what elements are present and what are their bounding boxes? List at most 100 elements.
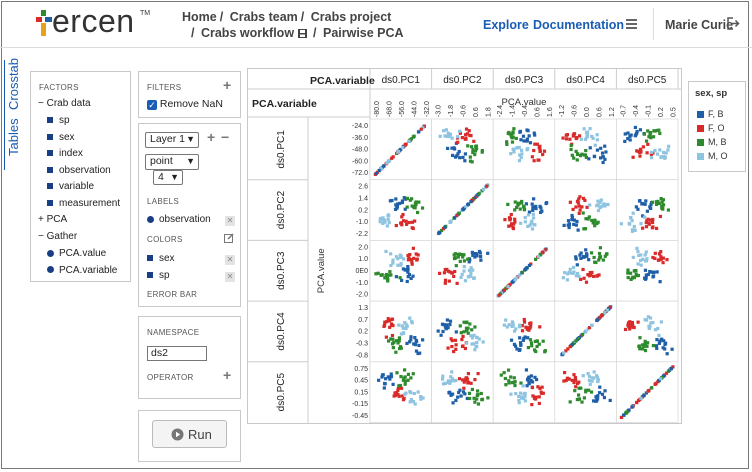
data-point	[651, 343, 656, 348]
data-point	[597, 251, 602, 256]
crumb-workflow[interactable]: Crabs workflow	[200, 26, 295, 40]
factor-item[interactable]: index	[47, 148, 83, 159]
data-point	[659, 255, 663, 259]
data-point	[654, 226, 659, 231]
crumb-step[interactable]: Pairwise PCA	[322, 26, 404, 40]
factor-item[interactable]: sp	[47, 115, 70, 126]
data-point	[385, 272, 389, 277]
factor-item[interactable]: observation	[47, 165, 111, 176]
data-point	[577, 204, 581, 208]
y-tick-label: 1.4	[358, 196, 368, 203]
explore-link[interactable]: Explore	[483, 18, 529, 32]
crumb-home[interactable]: Home	[182, 10, 217, 24]
remove-color-sp-icon[interactable]: ✕	[225, 272, 235, 282]
x-tick-label: 0.6	[535, 107, 542, 117]
col-header-label: ds0.PC5	[628, 75, 667, 86]
data-point	[448, 322, 452, 327]
data-point	[639, 222, 643, 226]
data-point	[536, 385, 540, 389]
data-point	[667, 144, 671, 148]
remove-layer-icon[interactable]: −	[221, 129, 230, 145]
data-point	[448, 220, 452, 224]
factor-item[interactable]: PCA.variable	[47, 265, 117, 276]
edit-colors-icon[interactable]	[224, 233, 234, 243]
data-point	[538, 204, 542, 209]
namespace-input[interactable]: ds2	[147, 346, 207, 361]
data-point	[530, 403, 534, 407]
data-point	[413, 402, 417, 406]
data-point	[520, 329, 525, 333]
data-point	[649, 203, 653, 207]
factor-group[interactable]: + PCA	[38, 214, 67, 225]
crumb-project[interactable]: Crabs project	[310, 10, 392, 24]
data-point	[510, 140, 515, 144]
menu-icon[interactable]	[626, 19, 637, 31]
y-tick-label: -36.0	[352, 135, 368, 142]
geom-select[interactable]: point ▼	[145, 154, 199, 170]
data-point	[386, 317, 390, 321]
add-layer-icon[interactable]: +	[207, 129, 216, 145]
data-point	[574, 339, 578, 343]
factor-group[interactable]: − Crab data	[38, 98, 91, 109]
data-point	[391, 323, 395, 328]
scatter-matrix-svg[interactable]: PCA.variable PCA.variable PCA.value PCA.val…	[248, 69, 681, 423]
data-point	[409, 137, 414, 141]
factor-item[interactable]: PCA.value	[47, 248, 106, 259]
data-point	[623, 132, 627, 136]
data-point	[575, 263, 579, 267]
namespace-title: NAMESPACE	[147, 328, 200, 337]
data-point	[465, 328, 469, 333]
add-filter-icon[interactable]: +	[223, 77, 232, 93]
factors-title: FACTORS	[39, 83, 79, 92]
collapse-icon[interactable]: −	[38, 231, 47, 242]
data-point	[407, 220, 411, 225]
data-point	[480, 398, 484, 402]
data-point	[477, 249, 482, 254]
data-point	[659, 250, 663, 254]
factor-item[interactable]: variable	[47, 181, 94, 192]
save-icon[interactable]	[297, 29, 307, 38]
add-operator-icon[interactable]: +	[223, 367, 232, 383]
data-point	[466, 275, 470, 279]
x-axis-title: PCA.value	[502, 97, 547, 108]
facet-panel	[431, 240, 494, 302]
remove-color-sex-icon[interactable]: ✕	[225, 255, 235, 265]
layer-select[interactable]: Layer 1 ▼	[145, 132, 199, 148]
data-point	[598, 315, 602, 319]
remove-nan-checkbox[interactable]: ✓	[147, 100, 157, 110]
data-point	[642, 393, 646, 398]
logout-icon[interactable]	[727, 17, 741, 30]
factor-group[interactable]: − Gather	[38, 231, 77, 242]
data-point	[521, 384, 525, 388]
data-point	[636, 320, 640, 324]
data-point	[473, 325, 477, 329]
factor-item[interactable]: sex	[47, 132, 75, 143]
tab-tables[interactable]: Tables	[6, 118, 21, 156]
data-point	[525, 326, 529, 330]
tab-crosstab[interactable]: Crosstab	[6, 57, 21, 110]
documentation-link[interactable]: Documentation	[533, 18, 624, 32]
run-button[interactable]: Run	[152, 420, 227, 448]
user-name[interactable]: Marie Curie	[665, 18, 734, 32]
data-point	[397, 336, 402, 340]
data-point	[530, 344, 534, 348]
data-point	[507, 224, 511, 228]
factor-item[interactable]: measurement	[47, 198, 120, 209]
data-point	[570, 213, 574, 218]
data-point	[619, 415, 624, 420]
data-point	[473, 152, 477, 157]
data-point	[648, 132, 652, 136]
data-point	[529, 374, 533, 378]
data-point	[441, 129, 446, 133]
crumb-team[interactable]: Crabs team	[229, 10, 298, 24]
data-point	[460, 272, 464, 276]
data-point	[467, 268, 472, 273]
data-point	[511, 280, 515, 284]
collapse-icon[interactable]: −	[38, 98, 47, 109]
data-point	[584, 137, 588, 141]
remove-label-icon[interactable]: ✕	[225, 216, 235, 226]
tercen-logo[interactable]: ercen TM	[36, 3, 152, 40]
expand-icon[interactable]: +	[38, 214, 47, 225]
point-size-select[interactable]: 4 ▼	[153, 170, 183, 185]
data-point	[390, 198, 394, 203]
